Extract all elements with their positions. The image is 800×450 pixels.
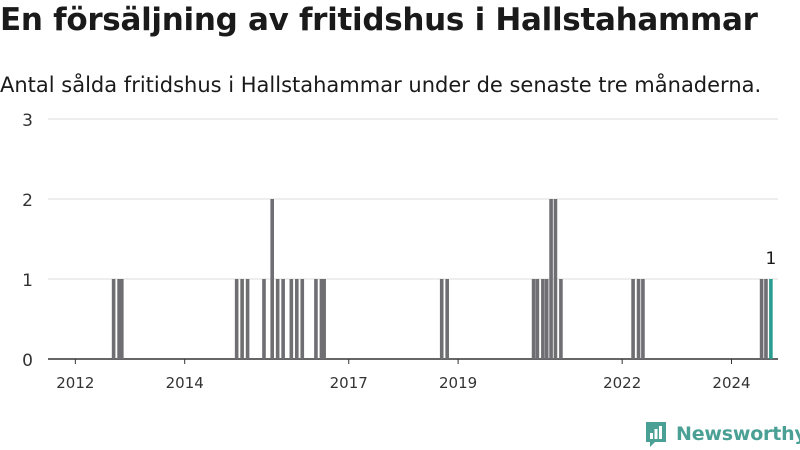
bar	[764, 279, 768, 359]
y-axis-ticks: 0 1 2 3	[22, 111, 33, 371]
x-tick-label: 2017	[330, 374, 368, 392]
chart-subtitle: Antal sålda fritidshus i Hallstahammar u…	[0, 73, 762, 97]
bar	[289, 279, 294, 359]
y-tick-label: 2	[22, 191, 33, 211]
bar	[531, 279, 536, 359]
bar	[544, 279, 549, 359]
bar	[120, 279, 124, 359]
bar	[275, 279, 280, 359]
y-tick-label: 1	[22, 271, 33, 291]
bar	[549, 199, 553, 359]
bar	[541, 279, 545, 359]
bar	[636, 279, 641, 359]
y-tick-label: 3	[22, 111, 33, 131]
bar	[314, 279, 318, 359]
x-tick-label: 2014	[166, 374, 204, 392]
bar	[117, 279, 121, 359]
bar	[322, 279, 326, 359]
bar	[240, 279, 244, 359]
bar	[559, 279, 563, 359]
bar	[270, 199, 274, 359]
bar	[111, 279, 116, 359]
x-tick-label: 2024	[712, 374, 750, 392]
brand-name: Newsworthy	[676, 423, 800, 445]
y-tick-label: 0	[22, 351, 33, 371]
data-labels: 1	[765, 249, 776, 269]
bars	[111, 199, 773, 359]
bar-chart-speech-bubble-icon	[646, 422, 666, 447]
gridlines	[48, 118, 778, 360]
bar	[439, 279, 444, 359]
bar	[759, 279, 764, 359]
x-tick-label: 2019	[439, 374, 477, 392]
bar-data-label: 1	[765, 249, 776, 269]
bar	[319, 279, 324, 359]
bar	[300, 279, 305, 359]
x-tick-label: 2012	[56, 374, 94, 392]
bar	[245, 279, 250, 359]
bar	[641, 279, 645, 359]
bar	[445, 279, 449, 359]
x-axis-ticks: 2012 2014 2017 2019 2022 2024	[56, 359, 751, 392]
x-tick-label: 2022	[603, 374, 641, 392]
chart-title: En försäljning av fritidshus i Hallstaha…	[0, 2, 758, 38]
highlighted-bar	[769, 279, 773, 359]
bar	[234, 279, 239, 359]
bar	[553, 199, 558, 359]
newsworthy-logo: Newsworthy	[644, 418, 800, 450]
bar	[631, 279, 635, 359]
bar	[262, 279, 266, 359]
bar	[295, 279, 299, 359]
bar	[281, 279, 285, 359]
bar	[535, 279, 540, 359]
